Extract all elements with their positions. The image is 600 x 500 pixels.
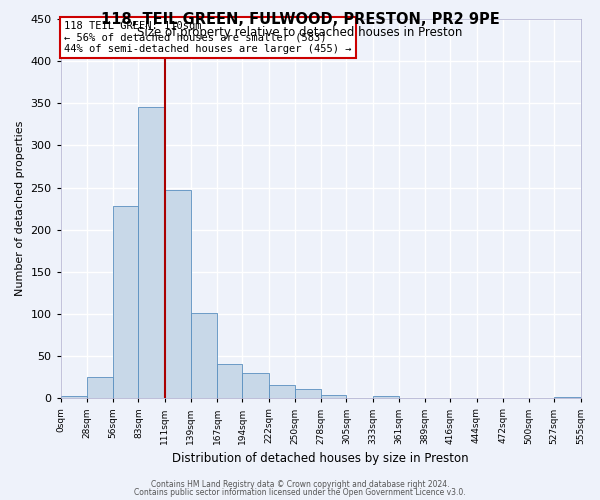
Bar — [164, 190, 191, 398]
Bar — [269, 385, 295, 398]
Bar — [139, 106, 164, 399]
Bar — [61, 396, 87, 398]
Bar — [321, 395, 346, 398]
Y-axis label: Number of detached properties: Number of detached properties — [15, 121, 25, 296]
Text: Size of property relative to detached houses in Preston: Size of property relative to detached ho… — [137, 26, 463, 39]
Bar — [191, 313, 217, 398]
Text: Contains HM Land Registry data © Crown copyright and database right 2024.: Contains HM Land Registry data © Crown c… — [151, 480, 449, 489]
Bar — [242, 373, 269, 398]
Bar — [113, 206, 139, 398]
Text: 118 TEIL GREEN: 110sqm
← 56% of detached houses are smaller (583)
44% of semi-de: 118 TEIL GREEN: 110sqm ← 56% of detached… — [64, 20, 352, 54]
Bar — [295, 389, 321, 398]
X-axis label: Distribution of detached houses by size in Preston: Distribution of detached houses by size … — [172, 452, 469, 465]
Bar — [373, 396, 399, 398]
Bar — [554, 396, 581, 398]
Bar — [87, 377, 113, 398]
Bar — [217, 364, 242, 398]
Text: 118, TEIL GREEN, FULWOOD, PRESTON, PR2 9PE: 118, TEIL GREEN, FULWOOD, PRESTON, PR2 9… — [101, 12, 499, 28]
Text: Contains public sector information licensed under the Open Government Licence v3: Contains public sector information licen… — [134, 488, 466, 497]
